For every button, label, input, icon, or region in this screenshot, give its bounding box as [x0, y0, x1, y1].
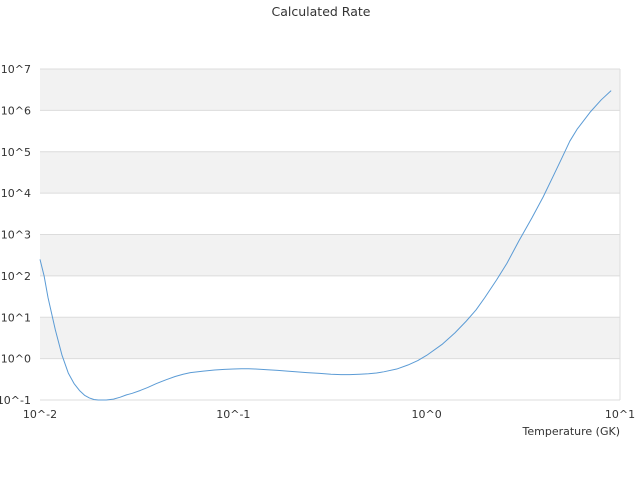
y-tick-label: 10^2: [1, 270, 31, 283]
x-tick-label: 10^-1: [216, 408, 250, 421]
x-tick-label: 10^1: [605, 408, 635, 421]
y-tick-label: 10^-1: [0, 394, 31, 407]
plot-area: 10^-1 10^0 10^1 10^2 10^3 10^4 10^5 10^6 10^7 10^…: [0, 63, 635, 421]
plot-band: [40, 151, 620, 194]
plot-band: [40, 317, 620, 359]
y-tick-label: 10^7: [1, 63, 31, 76]
series-line: [39, 90, 612, 401]
plot-band: [40, 110, 620, 152]
x-axis-label: Temperature (GK): [522, 425, 621, 438]
plot-band: [40, 69, 620, 111]
plot-band: [40, 275, 620, 318]
plot-band: [40, 358, 620, 400]
y-tick-label: 10^1: [1, 311, 31, 324]
y-tick-label: 10^3: [1, 229, 31, 242]
y-tick-label: 10^6: [1, 104, 31, 117]
x-tick-label: 10^-2: [23, 408, 57, 421]
x-tick-label: 10^0: [412, 408, 442, 421]
y-tick-label: 10^0: [1, 353, 31, 366]
plot-band: [40, 193, 620, 235]
chart-title: Calculated Rate: [272, 4, 371, 19]
y-tick-label: 10^5: [1, 146, 31, 159]
y-tick-label: 10^4: [1, 187, 31, 200]
plot-band: [40, 234, 620, 276]
